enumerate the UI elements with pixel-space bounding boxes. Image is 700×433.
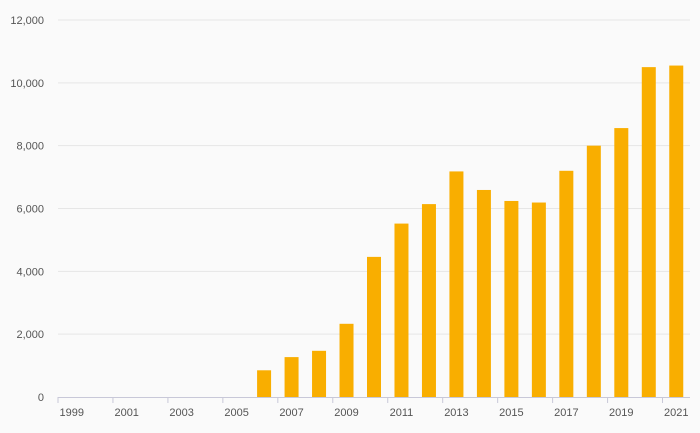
bar-2015: [504, 200, 519, 397]
bar-2014: [476, 189, 491, 397]
grid-lines: [58, 19, 690, 335]
bar-2011: [394, 223, 409, 397]
bars: [257, 65, 684, 397]
x-tick-label: 2007: [279, 407, 303, 419]
bar-2013: [449, 171, 464, 397]
x-tick-label: 2009: [334, 407, 358, 419]
x-tick-label: 2013: [444, 407, 468, 419]
bar-2006: [257, 370, 272, 397]
x-tick-label: 2001: [114, 407, 138, 419]
bar-2020: [641, 67, 656, 397]
bar-2017: [559, 170, 574, 397]
x-tick-label: 1999: [59, 407, 83, 419]
y-tick-label: 10,000: [10, 78, 44, 90]
x-tick-label: 2021: [664, 407, 688, 419]
y-tick-label: 8,000: [16, 141, 44, 153]
bar-2007: [284, 357, 299, 397]
y-tick-label: 4,000: [16, 266, 44, 278]
x-tick-label: 2005: [224, 407, 248, 419]
bar-2016: [531, 202, 546, 397]
x-axis: [57, 397, 690, 403]
y-tick-label: 6,000: [16, 204, 44, 216]
bar-2008: [312, 350, 327, 397]
y-axis-ticks: 0 2,000 4,000 6,000 8,000 10,000 12,000: [10, 15, 44, 404]
x-tick-label: 2015: [499, 407, 523, 419]
x-tick-label: 2003: [169, 407, 193, 419]
x-tick-label: 2017: [554, 407, 578, 419]
bar-2012: [421, 204, 436, 397]
bar-2010: [367, 256, 381, 397]
y-tick-label: 12,000: [10, 15, 44, 27]
bar-2019: [614, 128, 629, 397]
y-tick-label: 0: [38, 392, 44, 404]
y-tick-label: 2,000: [16, 329, 44, 341]
x-tick-label: 2019: [609, 407, 633, 419]
x-axis-ticks: 1999 2001 2003 2005 2007 2009 2011 2013 2015 2017…: [59, 407, 688, 419]
bar-2018: [586, 145, 601, 397]
x-tick-label: 2011: [390, 407, 414, 419]
bar-2009: [339, 323, 354, 397]
bar-2021: [669, 65, 684, 397]
